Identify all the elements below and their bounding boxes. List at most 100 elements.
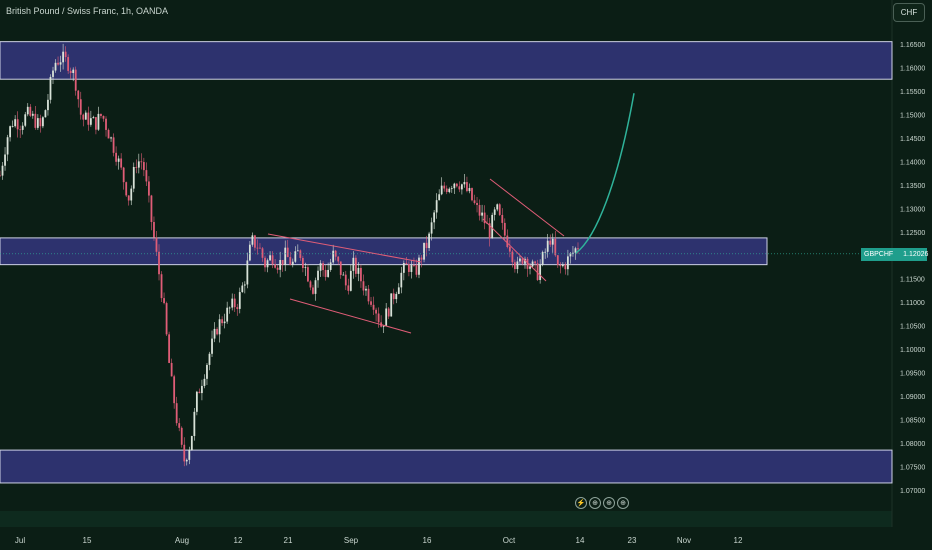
candle: [327, 262, 330, 278]
candle: [201, 379, 203, 401]
candle: [473, 194, 476, 205]
candle: [74, 66, 77, 96]
candle: [24, 111, 27, 128]
candle: [112, 133, 115, 157]
candle: [372, 296, 375, 316]
candle: [392, 288, 395, 305]
candle: [52, 66, 54, 85]
candle: [407, 261, 410, 277]
candle: [564, 262, 567, 275]
candle: [26, 103, 29, 117]
candle: [243, 281, 246, 294]
candle: [534, 260, 536, 271]
candle: [150, 194, 153, 231]
candle: [296, 244, 299, 252]
candle: [516, 256, 519, 274]
x-tick-label: Aug: [175, 536, 189, 545]
candle: [420, 254, 423, 268]
candle: [423, 242, 425, 263]
candle: [539, 259, 542, 284]
candle: [95, 116, 97, 135]
candle: [4, 147, 6, 171]
candle: [332, 244, 335, 265]
x-tick-label: 15: [83, 536, 92, 545]
candle: [127, 195, 130, 206]
candle: [440, 177, 443, 196]
candle: [476, 196, 478, 213]
candle: [14, 115, 17, 128]
candle: [438, 189, 441, 201]
candle: [397, 283, 400, 295]
candle: [236, 303, 239, 316]
candle: [36, 114, 39, 130]
candle: [130, 185, 133, 206]
y-tick-label: 1.13000: [900, 206, 925, 213]
candle: [496, 203, 499, 212]
candle: [198, 388, 201, 394]
candle: [511, 249, 514, 268]
x-tick-label: Jul: [15, 536, 25, 545]
lower-demand-zone[interactable]: [0, 449, 893, 484]
candle: [271, 251, 274, 269]
candle: [34, 105, 37, 130]
candle: [463, 173, 466, 188]
candle: [228, 306, 231, 314]
y-tick-label: 1.14000: [900, 159, 925, 166]
candle: [251, 232, 254, 247]
candle: [269, 251, 271, 262]
candle: [471, 187, 473, 202]
flag-ch-icon[interactable]: ⊕: [603, 497, 615, 509]
candle: [508, 240, 511, 258]
currency-button[interactable]: CHF: [893, 3, 925, 22]
candle: [488, 217, 491, 247]
candle: [314, 277, 317, 301]
symbol-title[interactable]: British Pound / Swiss Franc, 1h, OANDA: [6, 6, 169, 16]
candle: [183, 437, 186, 467]
candle: [69, 67, 72, 79]
candle: [105, 116, 107, 137]
candle: [501, 208, 504, 230]
candle: [498, 203, 501, 216]
candle: [544, 248, 547, 259]
x-tick-label: 14: [576, 536, 585, 545]
candle: [6, 134, 9, 162]
candle: [329, 258, 332, 272]
candle: [168, 331, 171, 364]
y-tick-label: 1.07500: [900, 465, 925, 472]
candle: [435, 193, 438, 219]
x-tick-label: 21: [284, 536, 293, 545]
y-tick-label: 1.08500: [900, 418, 925, 425]
y-tick-label: 1.11500: [900, 277, 925, 284]
candle: [79, 91, 82, 120]
candle: [49, 74, 52, 104]
channel-2-top[interactable]: [489, 178, 565, 237]
lightning-icon[interactable]: ⚡: [575, 497, 587, 509]
candle: [503, 218, 506, 242]
x-tick-label: Nov: [677, 536, 691, 545]
flag-uk-2-icon[interactable]: ⊕: [617, 497, 629, 509]
candle: [188, 446, 191, 465]
channel-1-top[interactable]: [267, 233, 422, 263]
candle: [410, 260, 413, 279]
channel-1-bottom[interactable]: [289, 298, 412, 334]
channel-2-bottom[interactable]: [482, 218, 547, 282]
candle: [556, 255, 559, 268]
candle: [291, 258, 294, 268]
candle: [448, 187, 451, 194]
candle: [375, 307, 377, 322]
candle: [299, 249, 302, 261]
candle: [59, 55, 62, 72]
y-tick-label: 1.11000: [900, 300, 925, 307]
flag-uk-icon[interactable]: ⊕: [589, 497, 601, 509]
candle: [549, 234, 552, 247]
candle: [344, 270, 347, 291]
middle-pivot-zone[interactable]: [0, 237, 768, 266]
candle: [413, 257, 415, 268]
projection-curve[interactable]: [575, 93, 635, 254]
candle: [309, 280, 312, 291]
upper-supply-zone[interactable]: [0, 41, 893, 80]
candle: [132, 162, 135, 193]
candle: [87, 106, 90, 131]
